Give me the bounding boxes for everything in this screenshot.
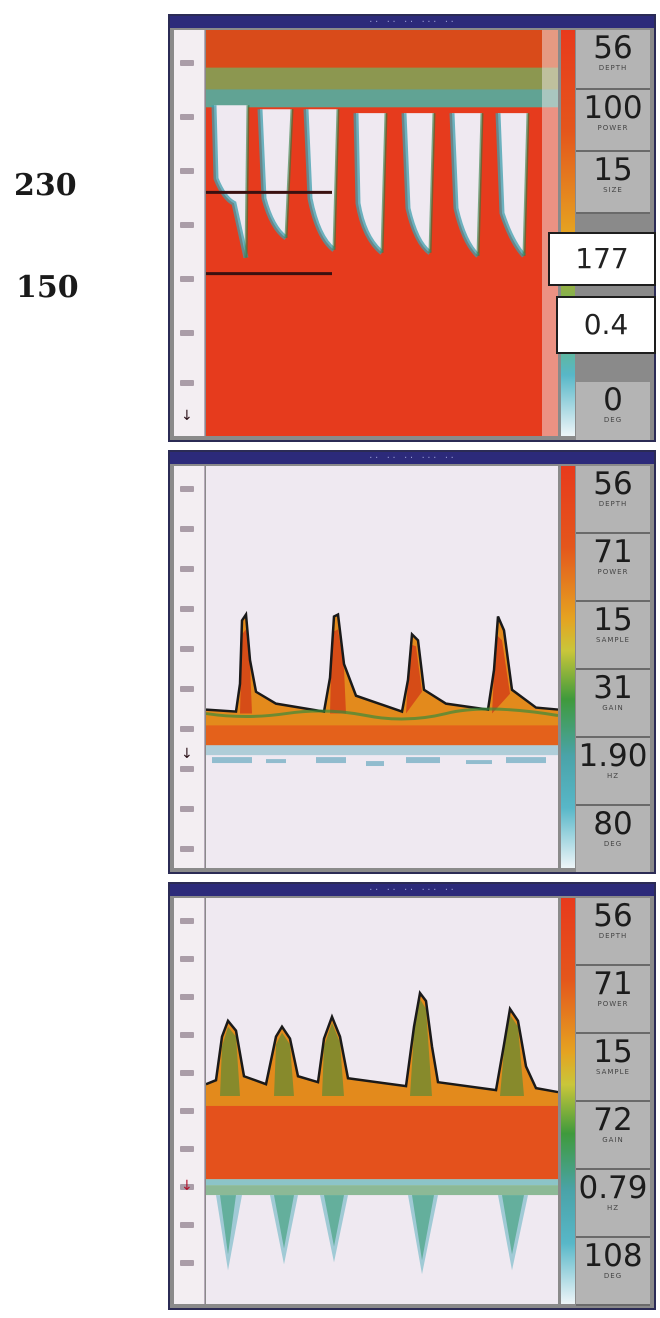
- readout-gain: 72 GAIN: [576, 1102, 650, 1170]
- doppler-spectrum: [206, 898, 558, 1304]
- readout-angle: 0 DEG: [576, 382, 650, 440]
- readout-caption: SIZE: [603, 186, 623, 194]
- readout-caption: DEG: [603, 840, 623, 848]
- readout-value: 15: [593, 602, 633, 638]
- readout-value: 0: [603, 382, 623, 418]
- readout-caption: POWER: [597, 568, 629, 576]
- readout-value: 71: [593, 966, 633, 1002]
- velocity-scale: ↓: [174, 466, 205, 868]
- panel-title-bar: ·· ·· ·· ··· ··: [170, 16, 654, 28]
- readout-caption: HZ: [606, 1204, 620, 1212]
- spectrum-svg-2: [206, 466, 558, 868]
- doppler-spectrum: [206, 466, 558, 868]
- baseline-arrow-icon: ↓: [181, 1178, 193, 1194]
- readout-caption: POWER: [597, 124, 629, 132]
- side-label-upper: 230: [14, 168, 77, 203]
- overlay-value-box-2: 0.4: [556, 296, 656, 354]
- readout-value: 15: [593, 1034, 633, 1070]
- overlay-value-box-1: 177: [548, 232, 656, 286]
- readout-caption: DEPTH: [598, 64, 628, 72]
- color-scale-bar: [561, 466, 575, 868]
- readout-gain: 31 GAIN: [576, 670, 650, 738]
- readout-caption: GAIN: [602, 704, 624, 712]
- readout-column: 56 DEPTH 71 POWER 15 SAMPLE 31 GAIN 1.90…: [576, 466, 650, 872]
- readout-caption: DEG: [603, 416, 623, 424]
- readout-caption: SAMPLE: [596, 1068, 630, 1076]
- spectrum-svg-1: [206, 30, 558, 436]
- readout-caption: POWER: [597, 1000, 629, 1008]
- doppler-panel-2: ·· ·· ·· ··· ·· ↓ 5: [168, 450, 656, 874]
- readout-value: 31: [593, 670, 633, 706]
- readout-caption: DEPTH: [598, 932, 628, 940]
- panel-title-bar: ·· ·· ·· ··· ··: [170, 884, 654, 896]
- readout-value: 100: [583, 90, 643, 126]
- baseline-arrow-icon: ↓: [181, 746, 193, 762]
- readout-column: 56 DEPTH 100 POWER 15 SIZE 0 DEG: [576, 30, 650, 440]
- baseline-arrow-icon: ↓: [181, 408, 193, 424]
- readout-value: 56: [593, 30, 633, 66]
- readout-value: 80: [593, 806, 633, 842]
- readout-depth: 56 DEPTH: [576, 30, 650, 90]
- readout-sample: 15 SAMPLE: [576, 602, 650, 670]
- color-scale-bar: [561, 898, 575, 1304]
- doppler-panel-1: ·· ·· ·· ··· ·· ↓: [168, 14, 656, 442]
- readout-depth: 56 DEPTH: [576, 466, 650, 534]
- readout-caption: DEPTH: [598, 500, 628, 508]
- readout-value: 15: [593, 152, 633, 188]
- waveform-trace: [206, 990, 558, 1094]
- readout-value: 56: [593, 898, 633, 934]
- readout-caption: HZ: [606, 772, 620, 780]
- doppler-spectrum: [206, 30, 558, 436]
- readout-frequency: 1.90 HZ: [576, 738, 650, 806]
- velocity-scale: ↓: [174, 898, 205, 1304]
- readout-value: 0.79: [578, 1170, 648, 1206]
- side-label-lower: 150: [16, 270, 79, 305]
- readout-caption: SAMPLE: [596, 636, 630, 644]
- readout-caption: GAIN: [602, 1136, 624, 1144]
- waveform-trace: [206, 610, 558, 714]
- readout-size: 15 SIZE: [576, 152, 650, 214]
- readout-power: 71 POWER: [576, 534, 650, 602]
- readout-value: 108: [583, 1238, 643, 1274]
- baseline-band: [206, 1179, 558, 1186]
- panel-title-bar: ·· ·· ·· ··· ··: [170, 452, 654, 464]
- readout-value: 72: [593, 1102, 633, 1138]
- readout-sample: 15 SAMPLE: [576, 1034, 650, 1102]
- doppler-panel-3: ·· ·· ·· ··· ·· ↓: [168, 882, 656, 1310]
- velocity-scale: ↓: [174, 30, 205, 436]
- readout-angle: 80 DEG: [576, 806, 650, 872]
- readout-angle: 108 DEG: [576, 1238, 650, 1306]
- readout-depth: 56 DEPTH: [576, 898, 650, 966]
- readout-power: 71 POWER: [576, 966, 650, 1034]
- readout-value: 56: [593, 466, 633, 502]
- readout-caption: DEG: [603, 1272, 623, 1280]
- readout-power: 100 POWER: [576, 90, 650, 152]
- readout-value: 71: [593, 534, 633, 570]
- spectrum-svg-3: [206, 898, 558, 1304]
- readout-value: 1.90: [578, 738, 648, 774]
- readout-frequency: 0.79 HZ: [576, 1170, 650, 1238]
- readout-column: 56 DEPTH 71 POWER 15 SAMPLE 72 GAIN 0.79…: [576, 898, 650, 1306]
